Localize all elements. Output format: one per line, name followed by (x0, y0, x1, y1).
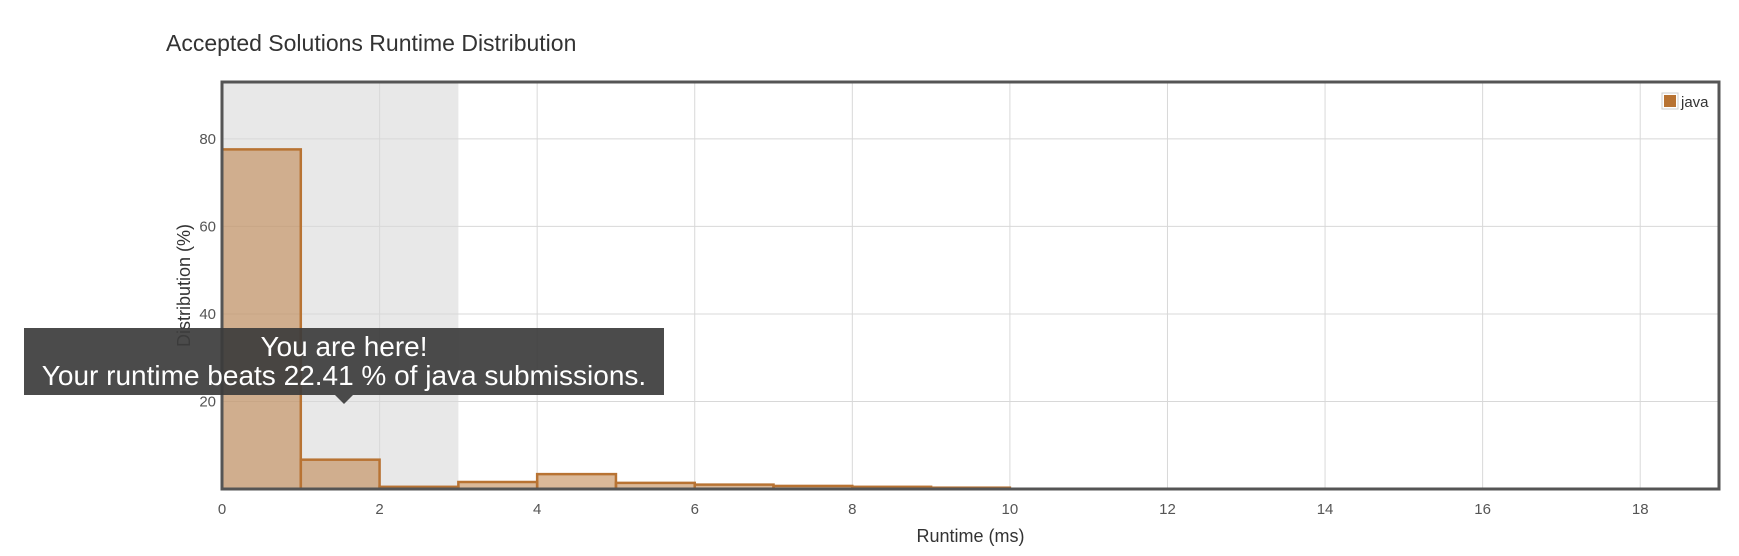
x-tick-label: 4 (533, 501, 541, 518)
x-axis-label: Runtime (ms) (916, 526, 1024, 546)
x-tick-label: 12 (1159, 501, 1176, 518)
x-tick-label: 6 (691, 501, 699, 518)
y-tick-label: 20 (199, 393, 216, 410)
y-tick-label: 40 (199, 306, 216, 323)
chart-title: Accepted Solutions Runtime Distribution (166, 30, 577, 56)
y-axis-label: Distribution (%) (174, 224, 194, 347)
x-tick-label: 2 (375, 501, 383, 518)
x-tick-label: 18 (1632, 501, 1649, 518)
histogram-bar (220, 148, 303, 491)
x-tick-label: 10 (1002, 501, 1019, 518)
x-tick-label: 0 (218, 501, 226, 518)
histogram-bar (535, 472, 618, 491)
x-tick-label: 8 (848, 501, 856, 518)
x-tick-label: 14 (1317, 501, 1334, 518)
tooltip-pointer (335, 395, 353, 404)
tooltip-line-2: Your runtime beats 22.41 % of java submi… (41, 360, 647, 391)
x-tick-label: 16 (1474, 501, 1491, 518)
runtime-tooltip: You are here! Your runtime beats 22.41 %… (24, 328, 664, 395)
plot-area (222, 82, 1719, 489)
tooltip-line-1: You are here! (260, 331, 428, 362)
y-tick-label: 80 (199, 131, 216, 148)
histogram-bar (299, 458, 381, 491)
y-tick-label: 60 (199, 218, 216, 235)
plot-frame (220, 80, 1721, 491)
legend-swatch (1664, 95, 1676, 107)
legend-label: java (1680, 94, 1709, 111)
